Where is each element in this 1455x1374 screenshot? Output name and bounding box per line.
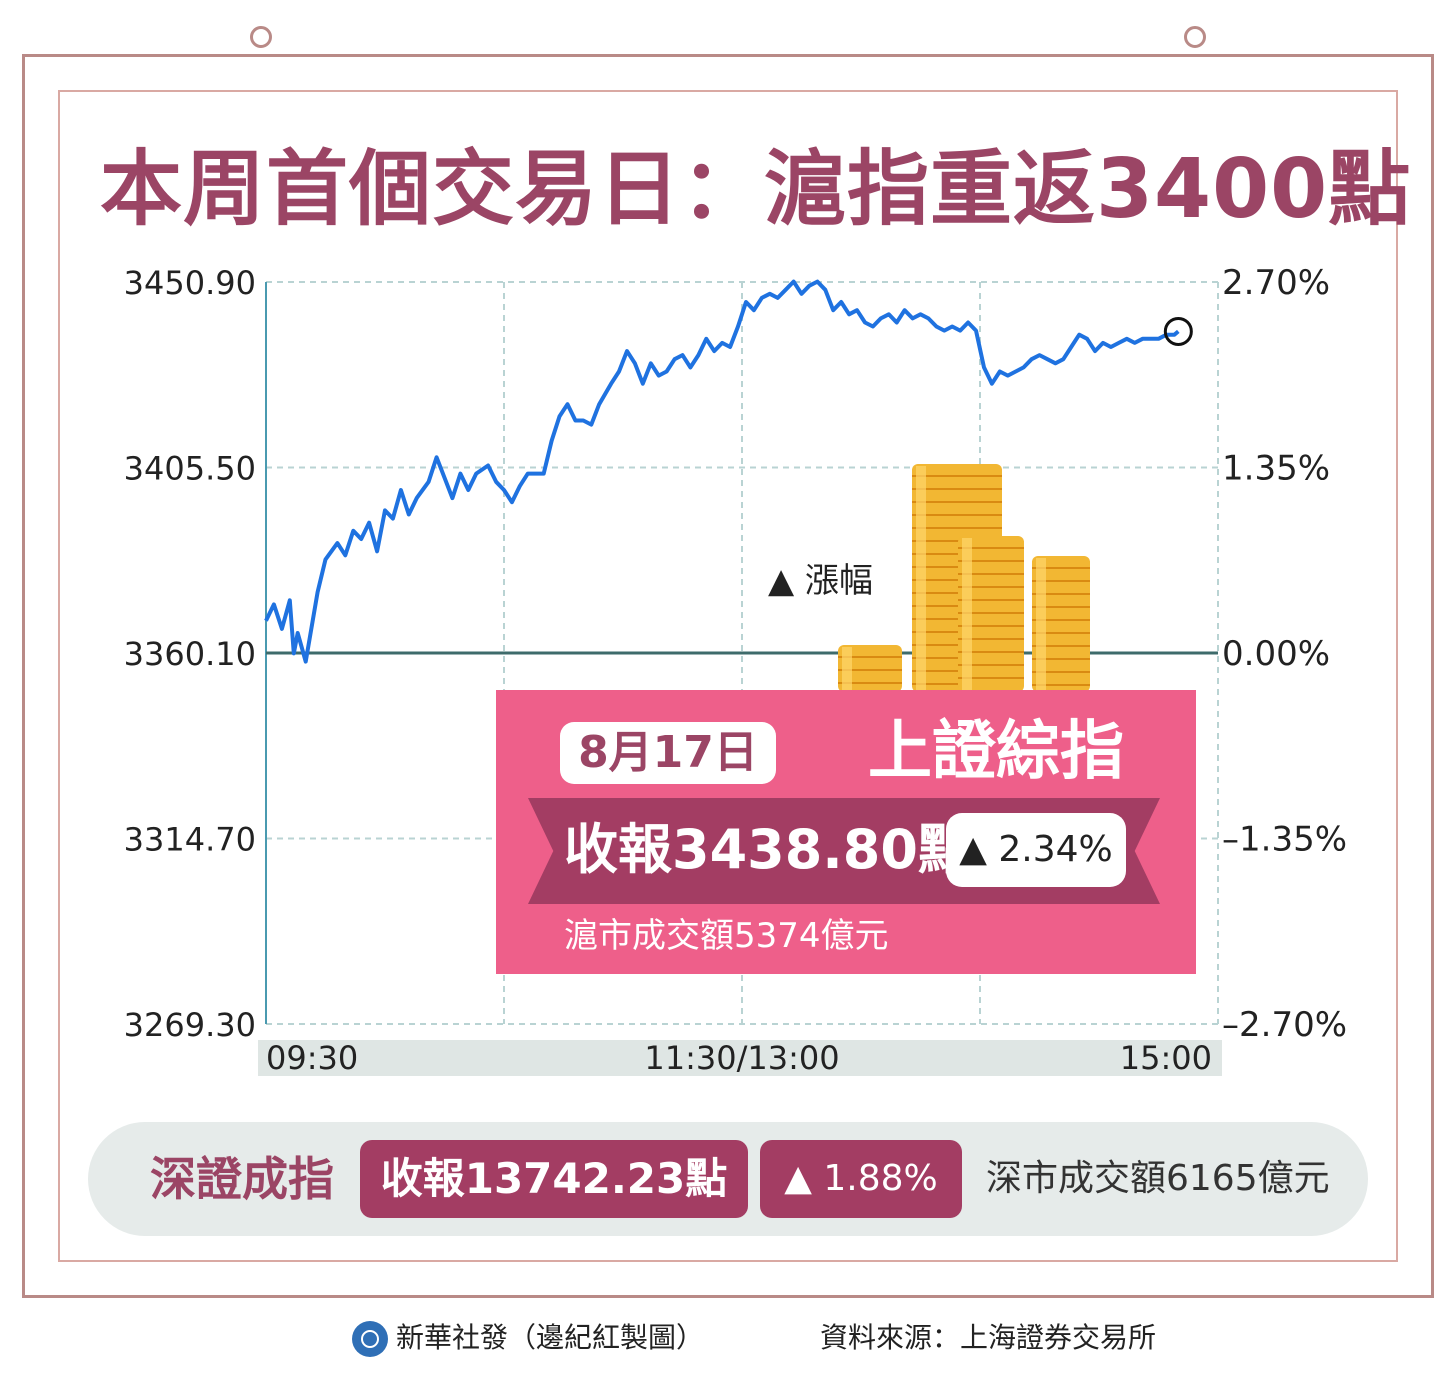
coin-highlight xyxy=(962,538,972,690)
x-tick-label: 11:30/13:00 xyxy=(644,1039,839,1077)
y-tick-label-right: 1.35% xyxy=(1222,449,1330,489)
sse-close-value: 收報3438.80點 xyxy=(564,818,972,881)
footer-credit-text: 新華社發（邊紀紅製圖） xyxy=(396,1321,705,1354)
footer-credit: 新華社發（邊紀紅製圖） xyxy=(352,1318,704,1358)
last-point-marker xyxy=(1163,316,1193,346)
x-tick-label: 09:30 xyxy=(266,1039,358,1077)
footer-source: 資料來源：上海證券交易所 xyxy=(820,1321,1157,1354)
page-title: 本周首個交易日：滬指重返3400點 xyxy=(100,142,1412,237)
coin-highlight xyxy=(1036,558,1046,690)
x-axis-band xyxy=(258,1040,1222,1076)
y-tick-label-left: 3405.50 xyxy=(124,450,256,488)
gold-coin-stacks xyxy=(838,464,1090,692)
y-tick-label-left: 3360.10 xyxy=(124,635,256,673)
coin-highlight xyxy=(916,466,926,690)
y-ticks-left: 3450.90 3405.50 3360.10 3314.70 3269.30 xyxy=(124,264,256,1044)
y-tick-label-right: 0.00% xyxy=(1222,634,1330,674)
sse-volume: 滬市成交額5374億元 xyxy=(564,916,889,956)
sse-info-box: 8月17日 上證綜指 收報3438.80點 ▲ 2.34% 滬市成交額5374億… xyxy=(496,690,1196,974)
szse-index-name: 深證成指 xyxy=(150,1152,334,1206)
szse-summary-bar: 深證成指 收報13742.23點 ▲ 1.88% 深市成交額6165億元 xyxy=(88,1122,1368,1236)
sse-index-name: 上證綜指 xyxy=(868,715,1124,789)
date-badge: 8月17日 xyxy=(560,722,776,784)
hanger-ring-left xyxy=(250,26,272,48)
xinhua-logo-icon xyxy=(352,1321,388,1357)
price-series-line xyxy=(264,279,1180,664)
hanger-ring-right xyxy=(1184,26,1206,48)
outer-frame xyxy=(22,54,1434,1298)
y-tick-label-right: –1.35% xyxy=(1222,820,1347,860)
coin-highlight xyxy=(842,647,852,690)
szse-close-value: 收報13742.23點 xyxy=(360,1140,748,1218)
y-tick-label-left: 3269.30 xyxy=(124,1006,256,1044)
inner-frame xyxy=(58,90,1398,1262)
sse-change-badge: ▲ 2.34% xyxy=(946,813,1126,887)
y-tick-label-left: 3450.90 xyxy=(124,264,256,302)
y-tick-label-right: –2.70% xyxy=(1222,1005,1347,1045)
rise-annotation: ▲ 漲幅 xyxy=(768,561,873,601)
y-tick-label-right: 2.70% xyxy=(1222,263,1330,303)
x-tick-label: 15:00 xyxy=(1120,1039,1212,1077)
szse-volume: 深市成交額6165億元 xyxy=(986,1158,1330,1199)
szse-change-badge: ▲ 1.88% xyxy=(760,1140,962,1218)
y-tick-label-left: 3314.70 xyxy=(124,821,256,859)
x-ticks: 09:30 11:30/13:00 15:00 xyxy=(266,1039,1212,1077)
y-ticks-right: 2.70% 1.35% 0.00% –1.35% –2.70% xyxy=(1222,263,1347,1045)
